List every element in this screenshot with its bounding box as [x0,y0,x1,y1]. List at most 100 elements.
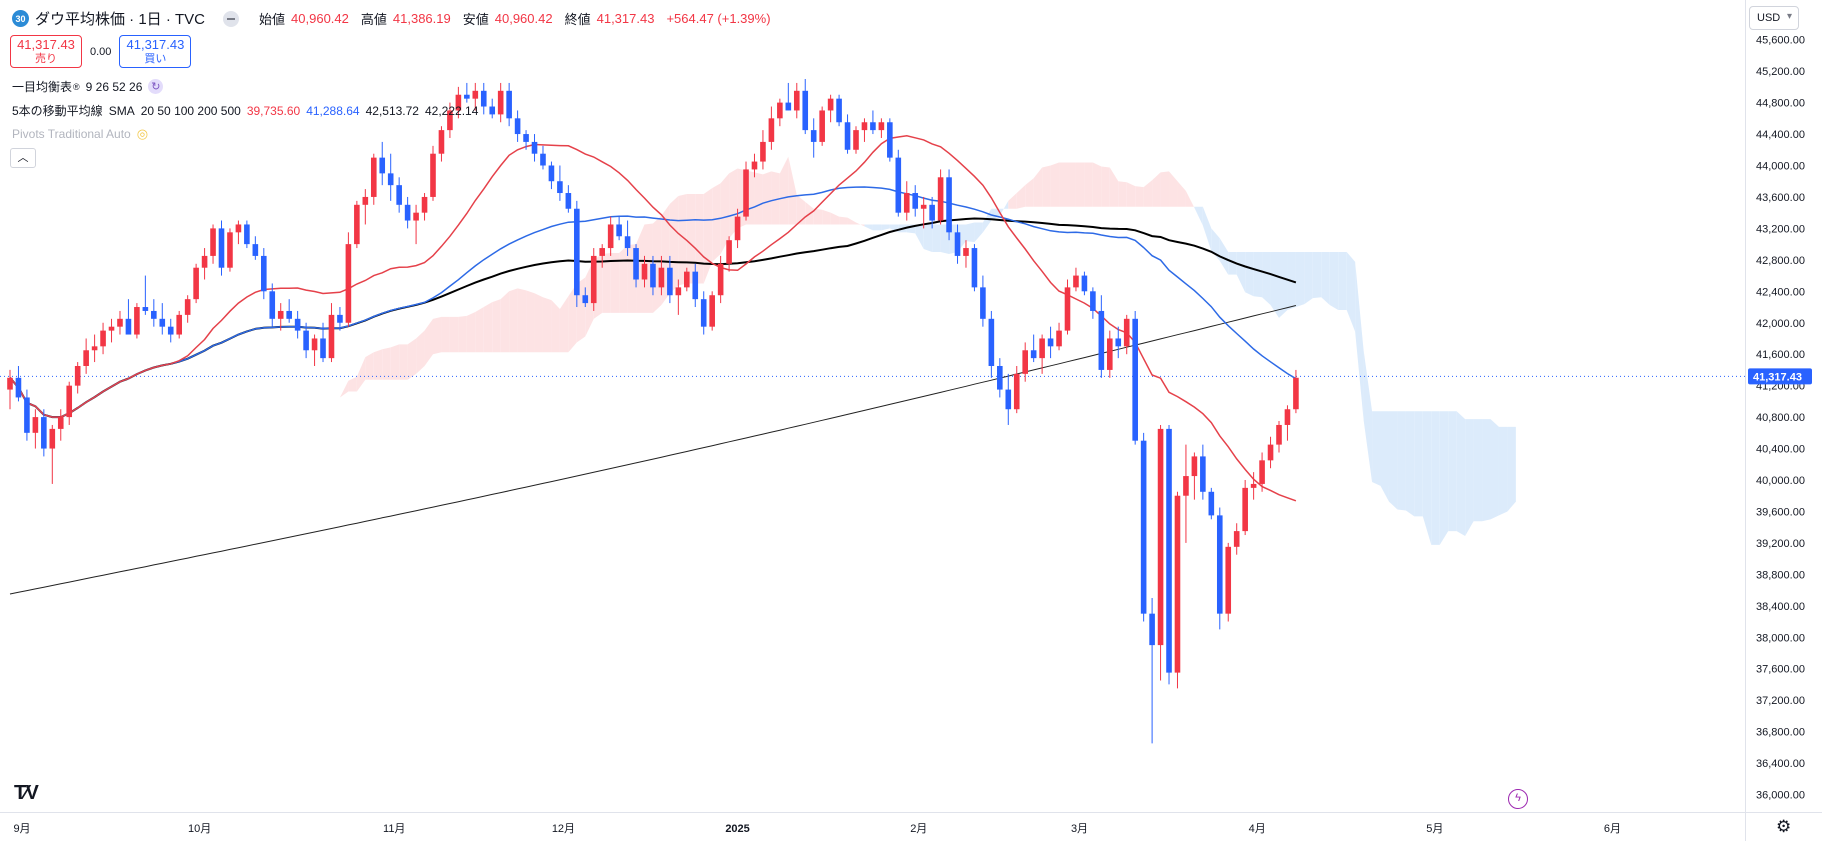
price-tick-label: 39,600.00 [1756,506,1805,518]
cloud-segment [483,302,493,353]
candle [1233,523,1240,555]
cloud-segment [636,224,645,313]
candle [785,82,792,111]
candle [675,279,682,315]
candle-body [413,212,419,221]
candle-body [1242,487,1248,532]
candle-body [447,110,453,131]
candle [743,161,749,221]
candle [252,236,259,260]
candle-body [303,330,309,351]
price-tick-label: 36,800.00 [1756,727,1805,739]
cloud-segment [424,318,433,366]
candle-body [819,110,825,142]
cloud-segment [407,338,417,380]
candle [1200,444,1206,500]
candle [633,244,639,288]
candle-body [7,377,13,390]
cloud-segment [458,315,467,353]
cloud-segment [1312,251,1322,299]
candle [870,110,876,135]
hidden-eye-icon[interactable]: ◎ [136,126,149,141]
candle [125,299,132,335]
candle [946,169,952,241]
price-tick-label: 36,400.00 [1756,758,1805,770]
cloud-segment [644,223,653,313]
cloud-segment [1295,251,1305,308]
candle-body [557,181,563,194]
candle-body [66,385,73,418]
candle-body [1056,330,1062,347]
candle-body [1225,546,1232,614]
price-tick-label: 43,200.00 [1756,223,1805,235]
candle [1267,436,1274,469]
candle [1022,342,1028,382]
candle [768,106,775,150]
candle-body [1132,318,1138,441]
candle-body [472,90,479,99]
time-tick-label: 6月 [1604,823,1621,835]
time-tick-label: 2月 [910,823,927,835]
candle [464,82,470,103]
cloud-segment [1169,171,1178,207]
candle-body [777,102,783,119]
sync-icon[interactable]: ↻ [148,79,164,94]
candle [988,310,995,378]
candle-body [83,350,89,366]
minimize-icon[interactable] [223,10,240,27]
cloud-segment [1456,411,1466,537]
ichimoku-name: 一目均衡表 [12,80,73,94]
candle [667,255,673,304]
candle-body [599,248,605,256]
price-tick-label: 42,400.00 [1756,286,1805,298]
pivots-legend[interactable]: Pivots Traditional Auto ◎ [12,126,148,142]
cloud-segment [1135,186,1144,207]
cloud-segment [1253,251,1263,298]
settings-gear-icon[interactable]: ⚙ [1776,817,1792,836]
sell-button[interactable]: 41,317.43 売り [10,35,82,68]
cloud-segment [847,217,856,225]
candle [827,94,834,123]
candle [142,275,149,315]
candle-body [370,157,377,197]
last-price-tag [1748,368,1812,385]
candle [506,82,512,127]
cloud-segment [390,344,400,380]
candle-body [1183,476,1189,496]
ichimoku-legend[interactable]: 一目均衡表 ® 9 26 52 26 ↻ [12,78,164,95]
lightning-icon[interactable]: ϟ [1508,789,1528,809]
candle-body [827,98,834,111]
candle [599,244,605,268]
candle-body [726,240,732,264]
collapse-legend-button[interactable]: ︿ [10,148,36,168]
candle-body [540,153,546,166]
candle [700,291,707,335]
symbol-title[interactable]: ダウ平均株価 · 1日 · TVC [35,11,206,28]
change-value: +564.47 (+1.39%) [666,11,771,26]
tradingview-logo-icon[interactable]: T⁄V [14,782,39,804]
candle [1030,334,1037,363]
candle [370,153,377,205]
candle-body [294,318,301,331]
cloud-segment [610,252,620,313]
candle [1056,322,1062,351]
candle-body [709,295,715,327]
cloud-segment [1160,171,1170,207]
ma-legend[interactable]: 5本の移動平均線 SMA 20 50 100 200 500 39,735.60… [12,102,478,119]
cloud-segment [1465,419,1474,537]
candle-body [878,122,885,131]
buy-button[interactable]: 41,317.43 買い [119,35,192,68]
cloud-segment [1270,251,1279,318]
candle [819,106,825,146]
candle-body [861,122,868,131]
candles [7,79,1299,744]
cloud-segment [1355,261,1364,421]
candle [997,358,1003,398]
candle-body [590,255,597,304]
currency-select[interactable]: USD [1749,6,1799,30]
sma-50-line [9,186,1297,418]
candle [1208,487,1215,520]
candle [286,299,292,323]
candle-body [1191,456,1198,477]
